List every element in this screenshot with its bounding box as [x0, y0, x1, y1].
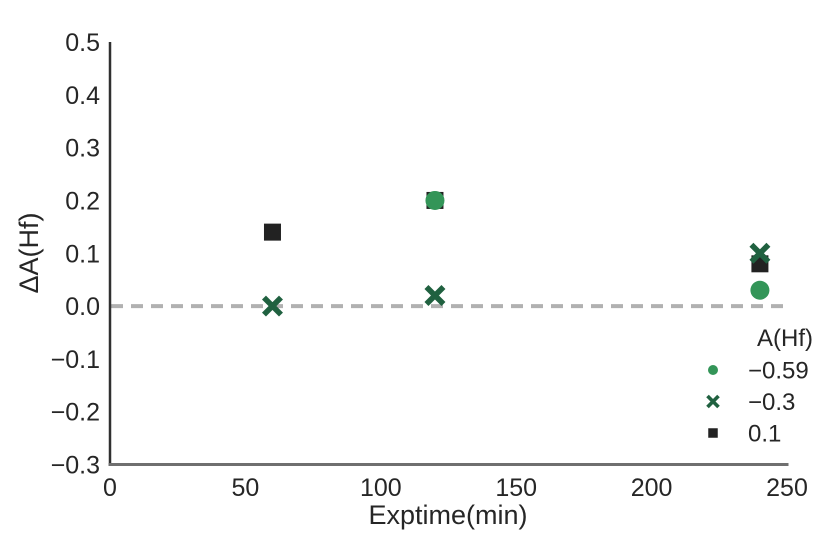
legend-marker-circle — [708, 365, 718, 375]
y-tick-label: 0.5 — [65, 29, 100, 57]
legend-entry-label: −0.3 — [748, 389, 795, 416]
data-points-group — [261, 190, 771, 317]
legend: A(Hf) −0.59 −0.3 0.1 — [706, 325, 813, 448]
y-tick-label: −0.2 — [51, 399, 100, 427]
y-tick-labels-group: 0.5 0.4 0.3 0.2 0.1 0.0 −0.1 −0.2 −0.3 — [51, 29, 100, 480]
y-tick-label: 0.0 — [65, 293, 100, 321]
data-point-square — [263, 223, 281, 241]
legend-marker-square — [708, 428, 718, 438]
x-tick-label: 100 — [360, 474, 402, 502]
legend-marker-x — [706, 394, 720, 409]
x-tick-label: 250 — [766, 474, 808, 502]
data-point-x — [261, 295, 283, 317]
x-axis-label: Exptime(min) — [368, 500, 527, 530]
y-tick-label: 0.2 — [65, 187, 100, 215]
y-tick-label: −0.3 — [51, 452, 100, 480]
x-tick-label: 0 — [103, 474, 117, 502]
legend-entry-label: 0.1 — [748, 421, 781, 448]
y-tick-label: −0.1 — [51, 346, 100, 374]
y-tick-label: 0.4 — [65, 82, 100, 110]
axes-spines — [108, 42, 789, 466]
legend-entry-label: −0.59 — [748, 358, 809, 385]
data-point-x — [749, 242, 771, 264]
y-tick-label: 0.3 — [65, 135, 100, 163]
y-tick-label: 0.1 — [65, 240, 100, 268]
x-tick-labels-group: 0 50 100 150 200 250 — [103, 474, 808, 502]
legend-entries-group: −0.59 −0.3 0.1 — [706, 358, 809, 448]
legend-title: A(Hf) — [757, 325, 813, 352]
data-point-circle — [750, 280, 770, 300]
axis-labels: Exptime(min) ΔA(Hf) — [14, 212, 528, 530]
x-tick-label: 150 — [495, 474, 537, 502]
data-point-x — [424, 285, 446, 306]
x-tick-label: 200 — [631, 474, 673, 502]
y-axis-label: ΔA(Hf) — [14, 212, 44, 293]
x-tick-label: 50 — [231, 474, 259, 502]
data-point-circle — [425, 190, 445, 210]
